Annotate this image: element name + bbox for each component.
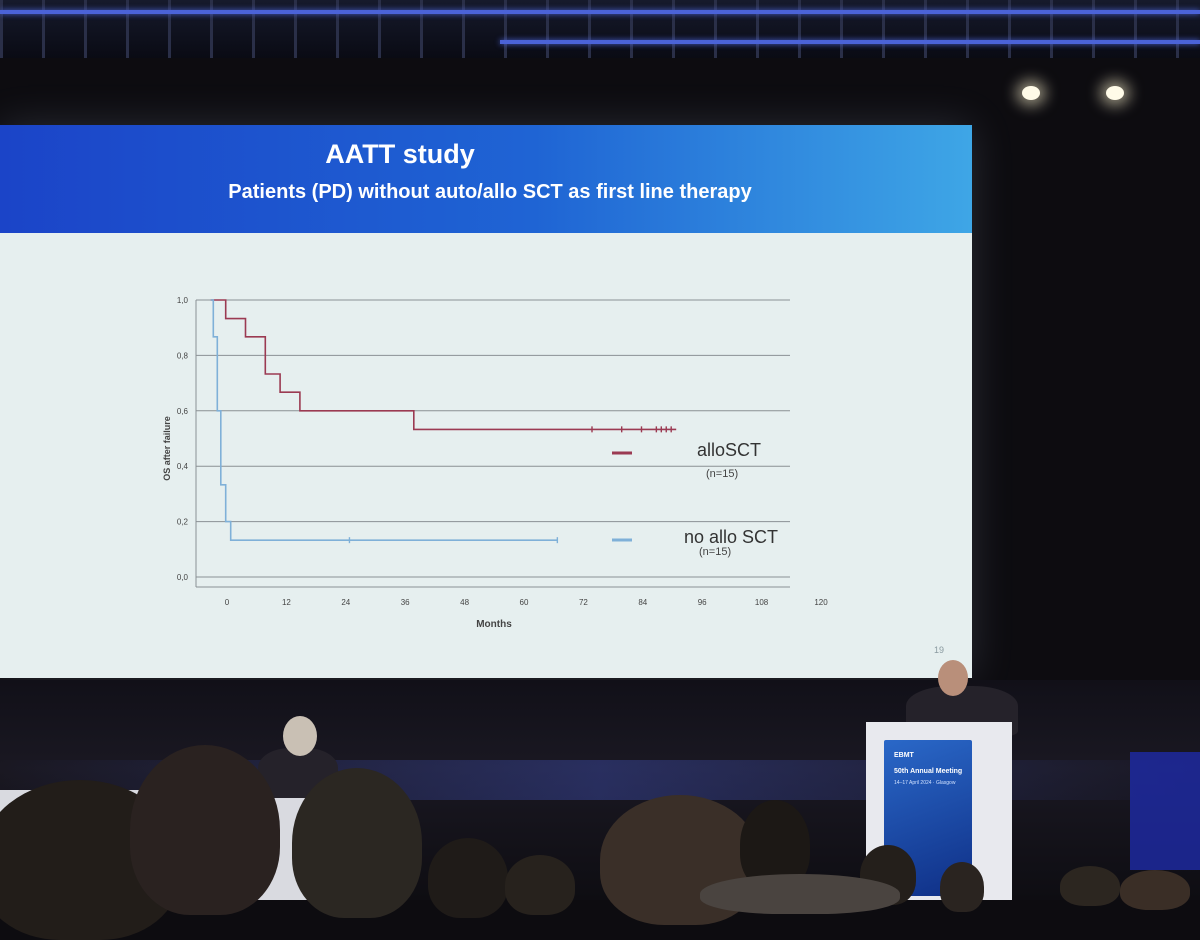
x-tick-label: 72 — [579, 598, 588, 607]
podium-dates: 14–17 April 2024 · Glasgow — [894, 780, 956, 786]
seated-panelist-head — [283, 716, 317, 756]
x-tick-label: 84 — [638, 598, 647, 607]
survival-chart: 0,0 0,2 0,4 0,6 0,8 1,0 0 12 24 36 48 60 72 84 96 108 12… — [162, 296, 828, 630]
spotlight — [1106, 86, 1124, 100]
x-tick-label: 108 — [755, 598, 769, 607]
legend-n-label: (n=15) — [699, 546, 731, 558]
km-curve-no-allo-sct — [210, 299, 558, 541]
y-tick-label: 0,4 — [177, 462, 189, 471]
y-tick-label: 0,8 — [177, 351, 189, 360]
x-tick-label: 12 — [282, 598, 291, 607]
podium-logo: EBMT — [894, 752, 914, 759]
x-tick-label: 96 — [698, 598, 707, 607]
legend-n-label: (n=15) — [706, 468, 738, 480]
y-tick-label: 0,6 — [177, 407, 189, 416]
truss-light-strip-lower — [500, 40, 1200, 44]
audience-head — [940, 862, 984, 912]
slide-title: AATT study — [325, 139, 475, 169]
audience-head — [292, 768, 422, 918]
spotlight — [1022, 86, 1040, 100]
x-tick-label: 60 — [520, 598, 529, 607]
legend-label: alloSCT — [697, 440, 761, 460]
truss-light-strip — [0, 10, 1200, 14]
x-tick-label: 36 — [401, 598, 410, 607]
x-tick-label: 24 — [341, 598, 350, 607]
audience-head — [1060, 866, 1120, 906]
x-tick-label: 0 — [225, 598, 230, 607]
lighting-truss — [0, 0, 1200, 58]
slide-banner: AATT study Patients (PD) without auto/al… — [0, 125, 972, 233]
audience-head — [428, 838, 508, 918]
y-tick-label: 0,0 — [177, 573, 189, 582]
y-tick-label: 1,0 — [177, 296, 189, 305]
x-tick-label: 48 — [460, 598, 469, 607]
projection-screen: AATT study Patients (PD) without auto/al… — [0, 125, 972, 678]
y-axis-label: OS after failure — [162, 416, 172, 481]
y-tick-label: 0,2 — [177, 518, 189, 527]
stage-side-light — [1130, 752, 1200, 870]
km-curve-allosct — [210, 299, 677, 431]
legend-label: no allo SCT — [684, 527, 778, 547]
slide-number: 19 — [933, 645, 944, 655]
audience-head — [130, 745, 280, 915]
audience-head — [700, 874, 900, 914]
speaker-head — [938, 660, 968, 696]
x-tick-label: 120 — [814, 598, 828, 607]
audience-head — [505, 855, 575, 915]
audience-head — [1120, 870, 1190, 910]
slide-subtitle: Patients (PD) without auto/allo SCT as f… — [228, 181, 752, 203]
x-axis-label: Months — [476, 619, 512, 630]
podium-event: 50th Annual Meeting — [894, 768, 963, 775]
